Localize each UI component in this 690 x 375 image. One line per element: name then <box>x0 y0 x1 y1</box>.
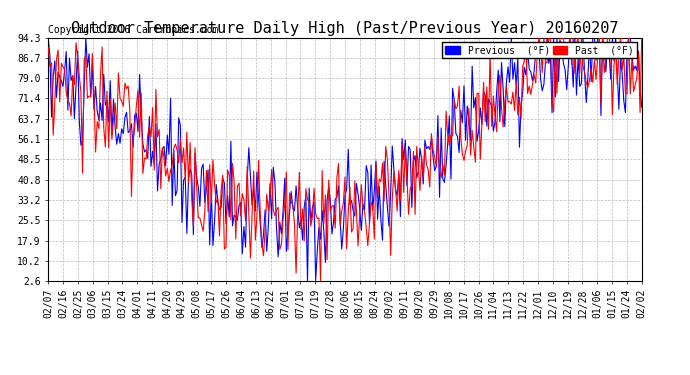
Legend: Previous  (°F), Past  (°F): Previous (°F), Past (°F) <box>442 42 637 58</box>
Title: Outdoor Temperature Daily High (Past/Previous Year) 20160207: Outdoor Temperature Daily High (Past/Pre… <box>71 21 619 36</box>
Text: Copyright 2016 Cartronics.com: Copyright 2016 Cartronics.com <box>48 25 219 35</box>
